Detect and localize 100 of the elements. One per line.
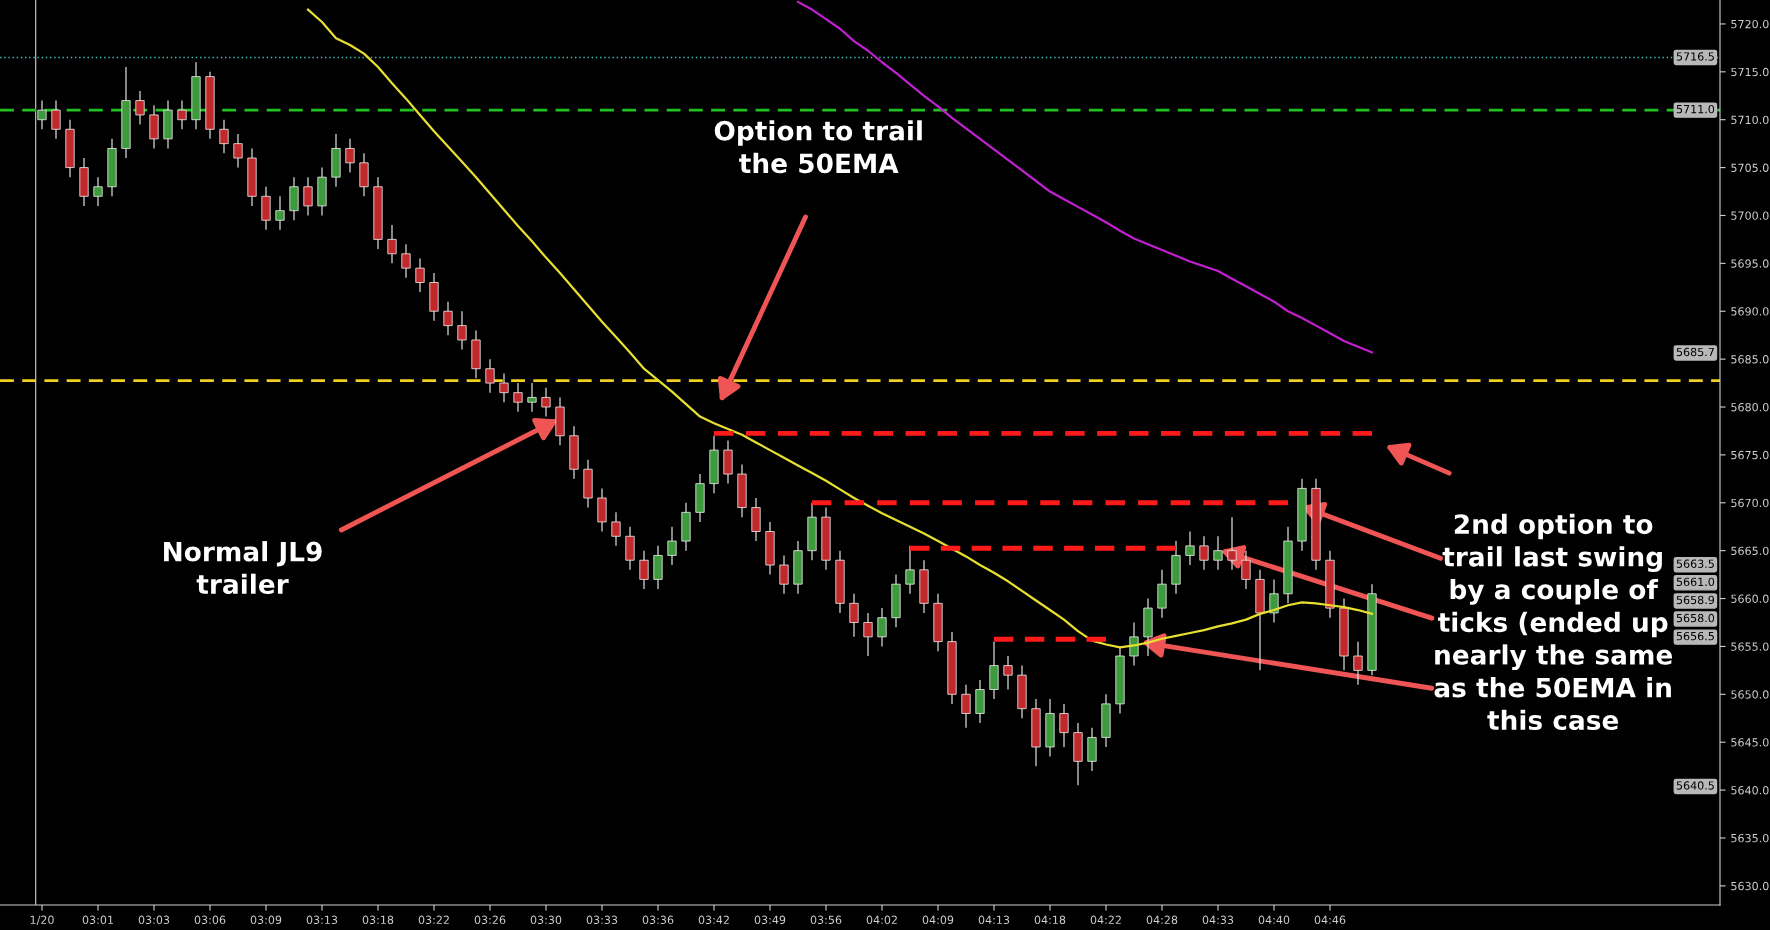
candlestick — [513, 382, 523, 413]
x-tick-label: 03:06 — [194, 915, 226, 925]
candlestick — [261, 186, 271, 231]
candlestick — [1059, 703, 1069, 748]
candlestick — [1241, 550, 1251, 590]
x-tick-label: 03:30 — [530, 915, 562, 925]
x-tick-label: 03:42 — [698, 915, 729, 925]
candlestick — [1213, 535, 1223, 571]
candlestick — [989, 641, 999, 700]
y-tick-label: 5700.0 — [1731, 211, 1769, 220]
x-tick-label: 03:22 — [418, 915, 449, 925]
x-tick-label: 03:49 — [754, 915, 786, 925]
x-tick-label: 04:22 — [1090, 915, 1121, 925]
annotation: 5711.0 — [1676, 104, 1715, 114]
y-tick-label: 5690.0 — [1731, 307, 1769, 316]
text: 5640.5 — [1676, 781, 1714, 790]
y-tick-label: 5650.0 — [1731, 690, 1769, 699]
candlestick — [303, 176, 313, 217]
y-tick-label: 5630.0 — [1731, 881, 1769, 891]
candlestick — [975, 679, 985, 724]
candlestick — [443, 301, 453, 336]
x-tick-label: 04:46 — [1314, 915, 1346, 925]
x-tick-label: 04:02 — [866, 915, 897, 925]
x-tick-label: 1/20 — [30, 915, 54, 925]
text: 5658.0 — [1676, 613, 1715, 623]
text: 2nd option to trail last swing by a couple of ticks (ended up nearly the same as the 50EMA in this case — [1434, 513, 1673, 731]
y-tick-label: 5715.0 — [1731, 67, 1769, 77]
candlestick — [653, 545, 663, 590]
text: 5656.5 — [1676, 631, 1714, 641]
candlestick — [723, 439, 733, 485]
y-tick-label: 5665.0 — [1731, 546, 1769, 556]
y-tick-label: 5670.0 — [1731, 498, 1769, 508]
x-tick-label: 03:13 — [306, 915, 338, 925]
y-tick-label: 5685.0 — [1731, 355, 1769, 364]
y-tick-label: 5675.0 — [1731, 450, 1769, 460]
candlestick — [289, 176, 299, 221]
candlestick — [485, 358, 495, 394]
y-tick-label: 5710.0 — [1731, 115, 1769, 125]
annotation: 5716.5 — [1676, 52, 1714, 61]
candlestick — [1199, 535, 1209, 571]
candlestick — [1227, 516, 1237, 571]
candlestick — [541, 387, 551, 418]
candlestick — [639, 550, 649, 590]
candlestick — [135, 90, 145, 126]
x-tick-label: 03:18 — [362, 915, 394, 925]
x-tick-label: 03:03 — [138, 915, 170, 925]
y-tick-label: 5640.0 — [1731, 786, 1769, 795]
candlestick — [345, 138, 355, 174]
annotation: Normal JL9 trailer — [164, 541, 322, 595]
candlestick — [1353, 641, 1363, 686]
candlestick — [149, 104, 159, 150]
x-tick-label: 03:36 — [642, 915, 674, 925]
y-tick-label: 5695.0 — [1731, 259, 1769, 268]
y-tick-label: 5680.0 — [1731, 402, 1769, 412]
candlestick — [177, 99, 187, 130]
candlestick — [863, 612, 873, 657]
candlestick — [275, 195, 285, 231]
y-tick-label: 5705.0 — [1731, 163, 1769, 172]
candlestick — [387, 224, 397, 264]
candlestick — [233, 133, 243, 169]
candlestick — [611, 511, 621, 547]
candlestick — [961, 684, 971, 729]
candlestick — [597, 487, 607, 533]
candlestick — [1087, 727, 1097, 772]
x-tick-label: 04:09 — [922, 915, 954, 925]
x-tick-label: 03:56 — [810, 915, 842, 925]
candlestick — [625, 526, 635, 571]
text: 5663.5 — [1676, 559, 1714, 568]
x-tick-label: 03:26 — [474, 915, 506, 925]
candlestick — [877, 607, 887, 648]
y-tick-label: 5720.0 — [1731, 19, 1769, 29]
candlestick — [51, 99, 61, 140]
candlestick — [779, 554, 789, 595]
candlestick — [527, 382, 537, 413]
text: 5661.0 — [1676, 577, 1715, 587]
y-tick-label: 5635.0 — [1731, 833, 1769, 843]
candlestick — [359, 152, 369, 197]
x-tick-label: 03:33 — [586, 915, 618, 925]
candlestick — [457, 310, 467, 351]
x-tick-label: 03:09 — [250, 915, 282, 925]
y-tick-label: 5655.0 — [1731, 642, 1769, 651]
candlestick — [1269, 578, 1279, 624]
candlestick — [219, 119, 229, 154]
candlestick — [849, 593, 859, 638]
x-tick-label: 04:13 — [978, 915, 1010, 925]
candlestick — [667, 526, 677, 566]
x-tick-label: 04:33 — [1202, 915, 1234, 925]
x-tick-label: 04:40 — [1258, 915, 1290, 925]
x-tick-label: 03:01 — [82, 915, 113, 925]
y-tick-label: 5645.0 — [1731, 738, 1769, 747]
candlestick — [905, 545, 915, 595]
annotation: Option to trail the 50EMA — [714, 120, 922, 174]
y-tick-label: 5660.0 — [1731, 594, 1769, 603]
x-tick-label: 04:18 — [1034, 915, 1066, 925]
x-tick-label: 04:28 — [1146, 915, 1178, 925]
candlestick — [1003, 655, 1013, 691]
candlestick — [93, 176, 103, 207]
candlestick — [751, 497, 761, 542]
candlestick — [415, 257, 425, 293]
text: 5658.9 — [1676, 595, 1715, 605]
